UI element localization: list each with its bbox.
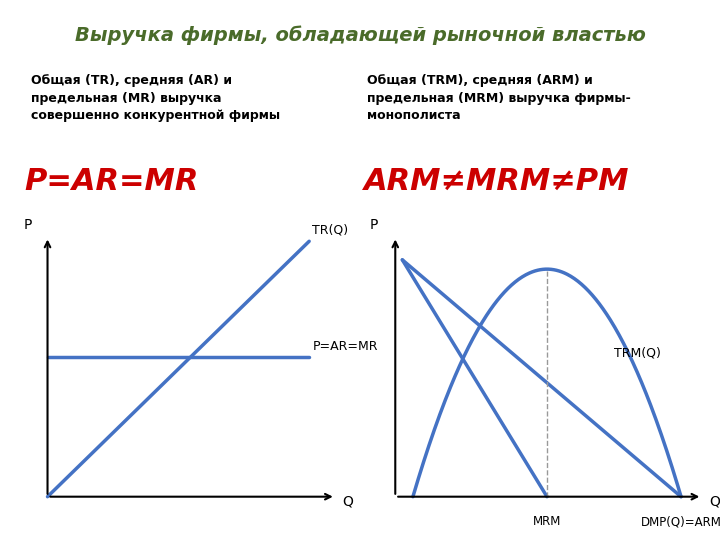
Text: P=AR=MR: P=AR=MR xyxy=(312,340,378,353)
Text: Q: Q xyxy=(709,494,720,508)
Text: P: P xyxy=(370,218,378,232)
Text: MRМ: MRМ xyxy=(533,515,561,528)
Text: DМP(Q)=ARМ: DМP(Q)=ARМ xyxy=(641,515,720,528)
Text: TRМ(Q): TRМ(Q) xyxy=(614,346,661,359)
Text: Общая (TR), средняя (AR) и
предельная (MR) выручка
совершенно конкурентной фирмы: Общая (TR), средняя (AR) и предельная (M… xyxy=(31,74,280,122)
Text: TR(Q): TR(Q) xyxy=(312,224,348,237)
Text: ARМ≠MRМ≠PМ: ARМ≠MRМ≠PМ xyxy=(364,167,629,196)
Text: P=AR=MR: P=AR=MR xyxy=(24,167,199,196)
Text: P: P xyxy=(24,218,32,232)
Text: Общая (TRМ), средняя (ARМ) и
предельная (MRМ) выручка фирмы-
монополиста: Общая (TRМ), средняя (ARМ) и предельная … xyxy=(367,74,631,122)
Text: Выручка фирмы, обладающей рыночной властью: Выручка фирмы, обладающей рыночной власт… xyxy=(75,26,645,45)
Text: Q: Q xyxy=(342,494,354,508)
